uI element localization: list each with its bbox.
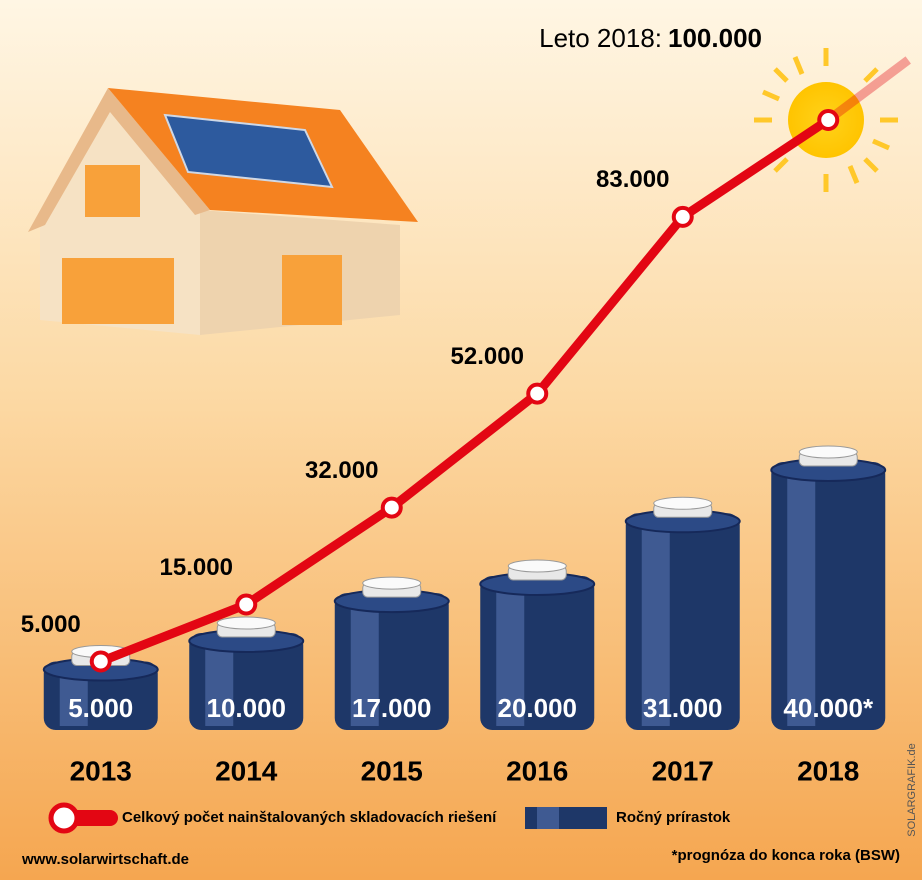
x-tick-label: 2017 bbox=[652, 755, 714, 786]
battery bbox=[770, 445, 887, 730]
line-label: 100.000 bbox=[668, 23, 762, 53]
battery bbox=[479, 559, 596, 730]
bar-stripe bbox=[787, 470, 816, 726]
terminal-top bbox=[216, 616, 276, 630]
bar-label: 40.000* bbox=[783, 693, 874, 723]
legend-line-marker bbox=[48, 802, 80, 834]
bar-stripe bbox=[205, 641, 234, 726]
legend-bar-stripe bbox=[537, 807, 559, 829]
battery bbox=[42, 645, 159, 730]
line-label: 83.000 bbox=[596, 166, 669, 193]
battery bbox=[333, 576, 450, 730]
line-point bbox=[526, 382, 549, 405]
x-tick-label: 2015 bbox=[361, 755, 423, 786]
bar-label: 10.000 bbox=[206, 693, 286, 723]
annotation: Leto 2018: bbox=[539, 23, 662, 53]
battery bbox=[624, 496, 741, 730]
line-point bbox=[817, 109, 840, 131]
x-tick-label: 2013 bbox=[70, 755, 132, 786]
legend-label: Celkový počet nainštalovaných skladovací… bbox=[122, 809, 497, 826]
bar-stripe bbox=[350, 601, 379, 726]
terminal-top bbox=[798, 445, 858, 459]
bar-label: 20.000 bbox=[497, 693, 577, 723]
line-point bbox=[89, 650, 112, 673]
bar-label: 17.000 bbox=[352, 693, 432, 723]
x-tick-label: 2016 bbox=[506, 755, 568, 786]
terminal-top bbox=[362, 576, 422, 590]
line-label: 5.000 bbox=[21, 611, 81, 638]
terminal-top bbox=[653, 496, 713, 510]
credit: SOLARGRAFIK.de bbox=[906, 743, 918, 837]
bar-label: 31.000 bbox=[643, 693, 723, 723]
legend-label: Ročný prírastok bbox=[616, 809, 731, 826]
line-point bbox=[671, 205, 694, 228]
line-label: 15.000 bbox=[160, 554, 233, 581]
source: www.solarwirtschaft.de bbox=[21, 851, 189, 868]
x-tick-label: 2014 bbox=[215, 755, 278, 786]
legend: Celkový počet nainštalovaných skladovací… bbox=[48, 802, 731, 834]
x-tick-label: 2018 bbox=[797, 755, 859, 786]
terminal-top bbox=[507, 559, 567, 573]
bar-stripe bbox=[496, 584, 525, 726]
house bbox=[28, 88, 418, 335]
line-point bbox=[380, 496, 403, 519]
trend-tail bbox=[825, 56, 911, 124]
line-label: 52.000 bbox=[451, 343, 524, 370]
footnote: *prognóza do konca roka (BSW) bbox=[672, 847, 900, 864]
battery bbox=[188, 616, 305, 730]
line-label: 32.000 bbox=[305, 457, 378, 484]
line bbox=[99, 116, 831, 666]
line-point bbox=[235, 593, 258, 616]
bar-stripe bbox=[641, 521, 670, 726]
bar-label: 5.000 bbox=[68, 693, 133, 723]
